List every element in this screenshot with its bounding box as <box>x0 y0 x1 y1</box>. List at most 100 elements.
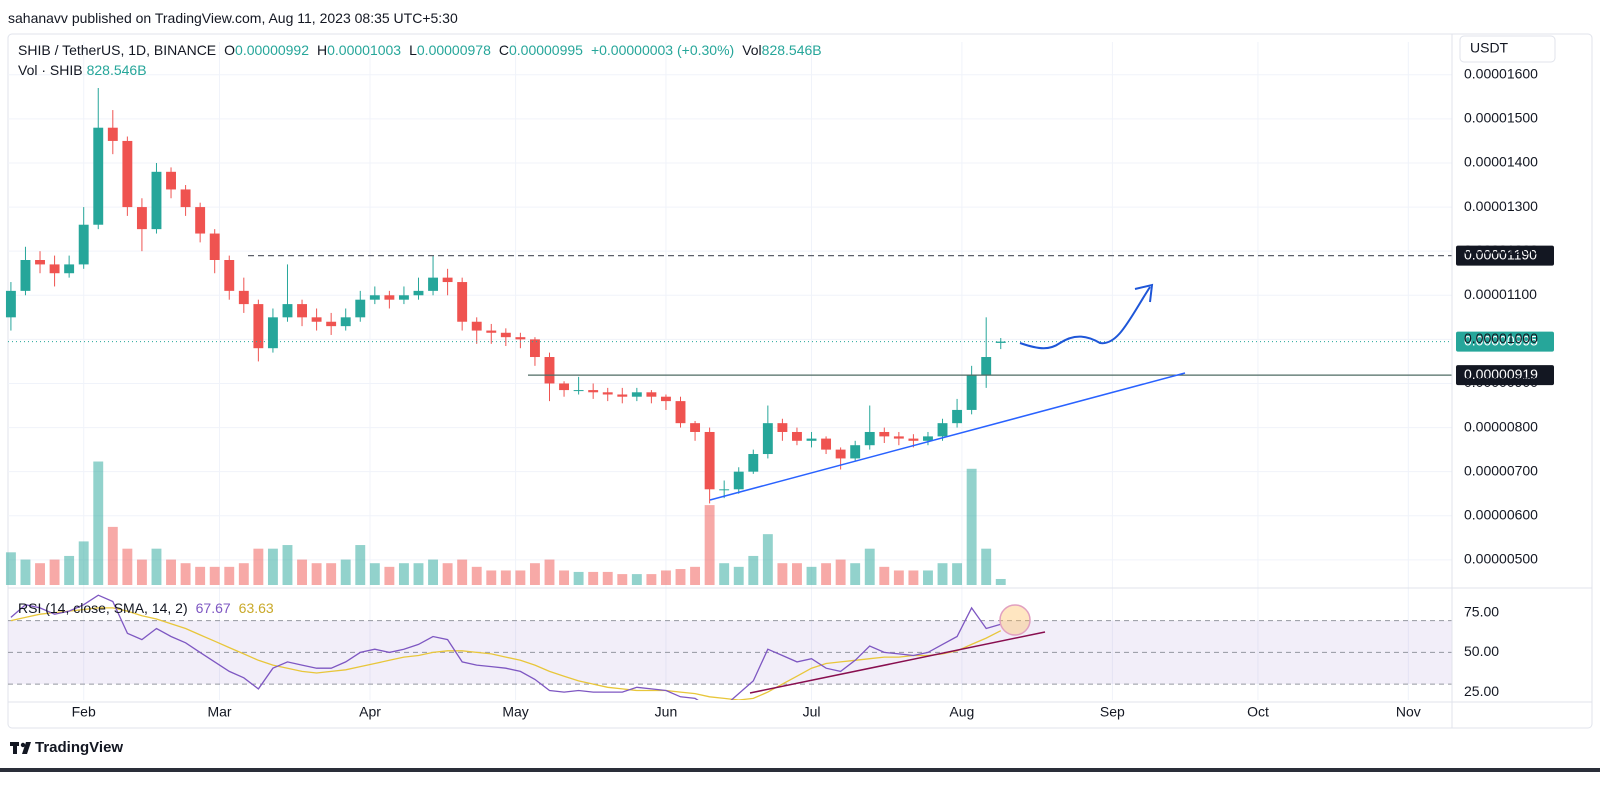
volume-bar <box>442 563 453 585</box>
volume-bar <box>661 570 671 585</box>
ohlc-name: O <box>224 42 236 58</box>
candle-body <box>850 445 861 459</box>
ohlc-value: 0.00000978 <box>416 42 491 58</box>
x-tick-label: Nov <box>1396 704 1421 720</box>
volume-bar <box>879 566 890 585</box>
candle-body <box>966 374 977 410</box>
volume-bar <box>806 566 817 585</box>
volume-bar <box>282 545 293 585</box>
candle-body <box>151 171 162 230</box>
candle-body <box>529 339 540 358</box>
candle-body <box>559 383 570 391</box>
y-tick-label: 0.00001000 <box>1464 330 1538 346</box>
volume-bar <box>704 505 715 585</box>
volume-bar <box>384 566 395 585</box>
candle-body <box>122 140 133 208</box>
volume-bar <box>107 526 118 585</box>
legend-volume: Vol · SHIB 828.546B <box>18 62 151 78</box>
volume-bar <box>908 570 919 585</box>
candle-body <box>64 264 75 274</box>
volume-bar <box>646 574 657 585</box>
volume-bar <box>995 578 1006 585</box>
candle-body <box>20 259 31 291</box>
brand: TradingView <box>35 739 123 756</box>
y-tick-label: 0.00001400 <box>1464 154 1538 170</box>
volume-bar <box>64 555 75 585</box>
candle-body <box>995 341 1006 343</box>
trend-line <box>709 372 1186 501</box>
volume-bar <box>981 548 992 585</box>
grid <box>8 42 1452 700</box>
volume-bar <box>151 548 162 585</box>
candle-body <box>544 357 555 384</box>
candle-body <box>675 401 686 424</box>
x-tick-label: Jun <box>655 704 678 720</box>
x-tick-label: May <box>502 704 528 720</box>
volume-bar <box>515 570 526 585</box>
rsi-value: 67.67 <box>195 600 231 616</box>
volume-bar <box>835 559 846 585</box>
candle-body <box>893 436 904 439</box>
y-tick-label: 0.00000900 <box>1464 374 1538 390</box>
candle-body <box>340 317 351 327</box>
volume-bar <box>937 563 948 585</box>
volume-bar <box>398 563 409 585</box>
volume-bar <box>500 570 511 585</box>
volume-bar <box>486 570 497 585</box>
brand-logo <box>10 742 31 754</box>
projection-arrow <box>1019 286 1151 350</box>
x-tick-label: Apr <box>359 704 381 720</box>
volume-bar <box>471 566 482 585</box>
candle-body <box>500 332 511 338</box>
volume-name: Vol <box>742 42 762 58</box>
candle-body <box>573 390 584 392</box>
candle-body <box>792 431 802 441</box>
last-price-label: 0.00000995 <box>1464 332 1538 348</box>
candle-body <box>762 423 773 455</box>
candle-body <box>981 357 992 375</box>
volume-bar <box>573 571 584 585</box>
candle-body <box>515 337 526 340</box>
volume-bar <box>923 570 933 585</box>
volume-bar <box>588 571 599 585</box>
volume-bar <box>821 563 832 585</box>
volume-bar <box>49 559 60 585</box>
ohlc-value: 0.00001003 <box>327 42 402 58</box>
ohlc-value: 0.00000992 <box>235 42 309 58</box>
candle-body <box>166 171 176 190</box>
volume-bar <box>311 563 322 585</box>
currency-button[interactable] <box>1459 35 1556 63</box>
candle-body <box>617 394 628 397</box>
rsi-sma-value: 63.63 <box>238 600 274 616</box>
ohlc-name: C <box>498 42 509 58</box>
candle-body <box>690 423 701 432</box>
y-tick-label: 0.00001600 <box>1464 65 1538 81</box>
y-tick-label: 0.00000600 <box>1464 506 1538 522</box>
candle-body <box>297 304 307 318</box>
volume-bar <box>675 569 686 585</box>
candle-body <box>835 449 846 459</box>
volume-bar <box>457 559 468 585</box>
volume-bar <box>428 559 438 585</box>
candle-body <box>937 423 948 437</box>
currency[interactable]: USDT <box>1470 40 1509 56</box>
candle-body <box>311 317 322 322</box>
candle-body <box>78 224 89 265</box>
candle-body <box>486 330 497 333</box>
candle-body <box>588 390 599 393</box>
x-tick-label: Jul <box>803 704 821 720</box>
volume-bar <box>297 559 307 585</box>
volume-bar <box>792 563 802 585</box>
candle-body <box>398 295 409 300</box>
volume-bar <box>166 559 176 585</box>
candle-body <box>282 304 293 318</box>
volume-bar <box>952 563 963 585</box>
candle-body <box>806 438 817 441</box>
volume-bar <box>355 545 366 585</box>
rsi-title: RSI (14, close, SMA, 14, 2) <box>18 600 188 616</box>
candle-body <box>369 295 380 300</box>
x-tick-label: Sep <box>1100 704 1125 720</box>
candle-body <box>471 321 482 331</box>
volume-bar <box>136 559 147 585</box>
